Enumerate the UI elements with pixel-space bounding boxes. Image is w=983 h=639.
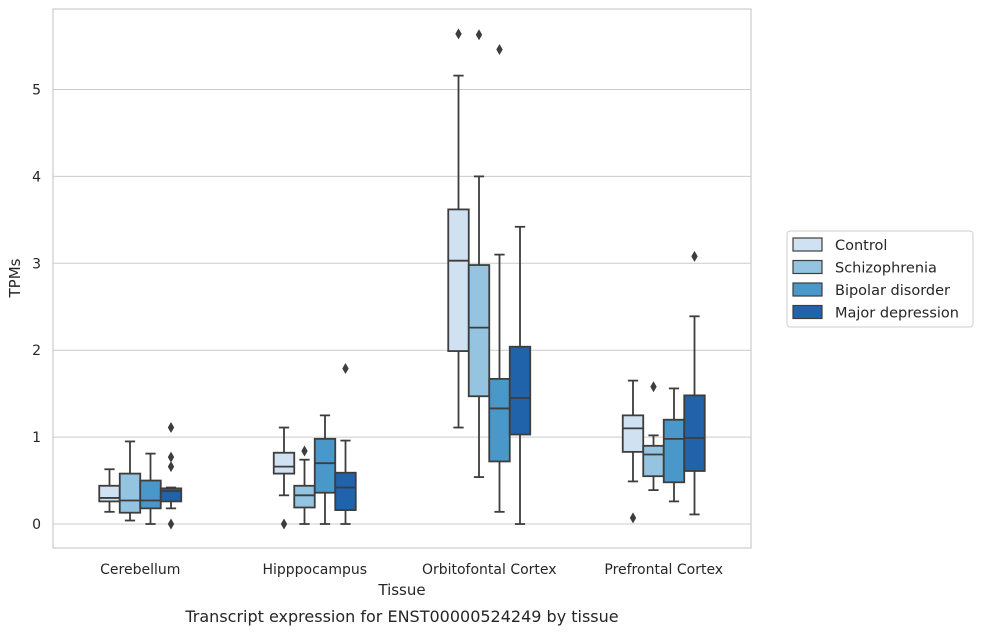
iqr-box — [98, 484, 121, 503]
x-tick-label: Prefrontal Cortex — [604, 562, 723, 578]
legend-swatch — [792, 282, 823, 297]
outlier-point — [691, 250, 698, 262]
iqr-box — [508, 345, 532, 436]
legend-swatch — [792, 237, 823, 252]
iqr-box — [139, 479, 162, 510]
iqr-box — [118, 472, 142, 514]
box-bipolar-disorder — [139, 452, 162, 525]
x-axis-label: Tissue — [377, 581, 425, 599]
outlier-point — [167, 422, 175, 434]
legend-label: Schizophrenia — [835, 261, 937, 277]
y-axis-label: TPMs — [6, 258, 24, 298]
box-major-depression — [683, 250, 706, 516]
y-tick-label: 4 — [32, 169, 41, 185]
box-control — [272, 426, 296, 530]
legend-label: Bipolar disorder — [835, 283, 950, 299]
box-major-depression — [159, 422, 183, 530]
iqr-box — [467, 264, 491, 398]
outlier-point — [650, 381, 657, 393]
y-tick-label: 1 — [32, 430, 41, 446]
box-major-depression — [508, 225, 532, 525]
box-schizophrenia — [642, 381, 665, 492]
legend-label: Major depression — [835, 306, 959, 322]
iqr-box — [447, 208, 470, 352]
y-tick-label: 3 — [32, 256, 41, 272]
legend-label: Control — [835, 238, 887, 254]
box-major-depression — [334, 362, 357, 525]
x-tick-label: Cerebellum — [100, 562, 180, 578]
box-bipolar-disorder — [662, 387, 686, 503]
iqr-box — [683, 394, 706, 472]
outlier-point — [455, 28, 462, 40]
box-control — [621, 379, 645, 524]
legend-swatch — [792, 304, 823, 320]
iqr-box — [334, 471, 357, 511]
y-tick-label: 0 — [32, 517, 41, 533]
gridlines — [53, 89, 751, 525]
x-tick-label: Orbitofontal Cortex — [422, 562, 557, 578]
outlier-point — [280, 518, 288, 530]
outlier-point — [167, 451, 175, 463]
iqr-box — [293, 484, 316, 509]
iqr-box — [621, 414, 645, 453]
iqr-box — [662, 418, 686, 484]
outlier-point — [629, 512, 637, 524]
x-tick-label: Hipppocampus — [262, 562, 367, 578]
outlier-point — [342, 362, 349, 374]
iqr-box — [642, 444, 665, 478]
iqr-box — [488, 377, 511, 463]
legend-swatch — [792, 259, 823, 275]
box-bipolar-disorder — [313, 414, 337, 525]
outlier-point — [167, 461, 175, 473]
outlier-point — [496, 44, 503, 56]
legend: Control Schizophrenia Bipolar disorder Majo… — [786, 230, 974, 328]
outlier-point — [301, 445, 308, 457]
y-axis-ticks: 0 1 2 3 4 5 — [32, 83, 41, 534]
y-tick-label: 5 — [32, 83, 41, 99]
iqr-box — [313, 437, 337, 494]
box-bipolar-disorder — [488, 44, 511, 513]
y-tick-label: 2 — [32, 343, 41, 359]
box-control — [447, 28, 470, 429]
chart-caption: Transcript expression for ENST0000052424… — [184, 607, 618, 626]
box-schizophrenia — [467, 29, 491, 478]
outlier-point — [475, 29, 483, 41]
x-axis-ticks: Cerebellum Hipppocampus Orbitofontal Corte… — [100, 562, 723, 578]
plot-frame — [52, 8, 752, 549]
box-schizophrenia — [118, 440, 142, 522]
box-series-layer — [98, 28, 706, 530]
legend-frame — [786, 230, 974, 328]
box-schizophrenia — [293, 445, 316, 525]
outlier-point — [167, 518, 175, 530]
iqr-box — [272, 451, 296, 475]
box-control — [98, 468, 121, 513]
